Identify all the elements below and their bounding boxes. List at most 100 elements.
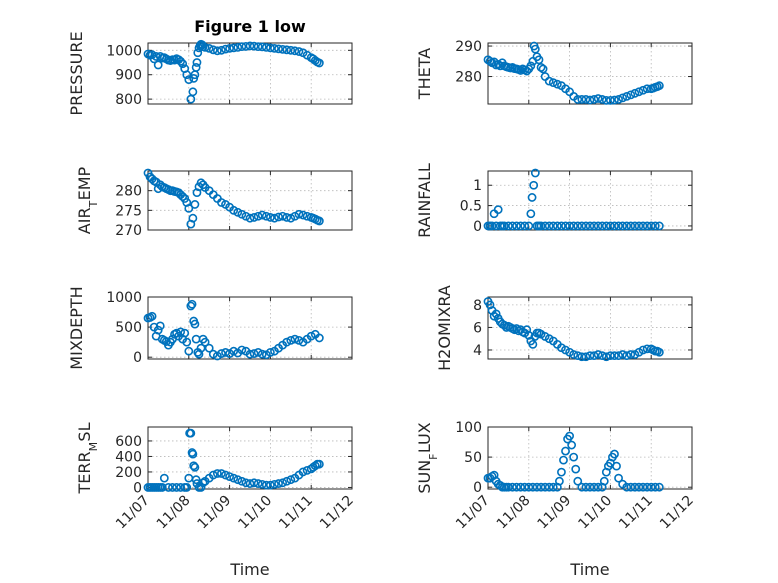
data-point: [638, 221, 648, 231]
data-point: [249, 349, 259, 358]
data-point: [589, 351, 599, 361]
data-point: [188, 213, 198, 223]
data-point: [530, 168, 540, 178]
data-point: [536, 221, 546, 231]
data-point: [650, 221, 660, 231]
data-point: [622, 221, 632, 231]
data-point: [294, 209, 304, 219]
data-point: [569, 350, 579, 359]
data-point: [221, 470, 230, 480]
data-point: [528, 339, 538, 349]
data-point: [200, 42, 210, 52]
y-tick-label: 500: [115, 320, 142, 336]
data-point: [153, 60, 163, 70]
data-point: [540, 221, 550, 231]
data-point: [529, 180, 539, 190]
data-point: [654, 347, 664, 357]
data-point: [182, 483, 192, 492]
data-point: [168, 483, 177, 492]
data-point: [157, 483, 167, 492]
data-point: [249, 41, 259, 51]
data-point: [196, 343, 206, 353]
data-point: [278, 44, 288, 54]
data-point: [270, 43, 279, 53]
data-point: [589, 95, 599, 104]
data-point: [569, 452, 579, 462]
data-point: [565, 221, 574, 231]
subplot-h2omixra: 4 6 8 H2OMIXRA: [435, 285, 693, 371]
data-point: [618, 93, 628, 103]
data-point: [638, 85, 648, 95]
data-point: [526, 209, 536, 219]
y-axis-label: MIXDEPTH: [67, 286, 86, 369]
data-point: [654, 482, 664, 492]
y-axis-label: TERRM SL: [75, 422, 100, 494]
data-point: [278, 211, 288, 221]
data-point: [278, 478, 288, 488]
data-point: [573, 221, 583, 231]
data-point: [650, 482, 660, 492]
data-point: [265, 213, 275, 222]
data-point: [274, 212, 283, 222]
data-point: [184, 203, 194, 213]
data-point: [270, 479, 279, 489]
data-point: [606, 351, 615, 361]
y-tick-label: 290: [455, 39, 482, 55]
data-point: [618, 221, 628, 231]
data-point: [544, 482, 554, 492]
data-point: [182, 337, 192, 347]
data-point: [548, 482, 558, 492]
data-point: [192, 58, 202, 67]
data-point: [601, 352, 611, 362]
data-point: [241, 42, 251, 51]
data-point: [245, 213, 255, 223]
data-point: [176, 56, 186, 66]
data-point: [606, 221, 615, 231]
y-tick-label: 600: [115, 434, 142, 450]
y-tick-label: 280: [455, 70, 482, 86]
data-point: [593, 221, 603, 231]
data-point: [610, 95, 619, 105]
data-point: [233, 475, 243, 485]
data-point: [565, 431, 574, 441]
y-tick-label: 0: [473, 219, 482, 235]
data-point: [245, 479, 255, 488]
data-point: [610, 221, 619, 231]
data-point: [618, 350, 628, 359]
data-point: [153, 325, 163, 335]
data-point: [491, 309, 501, 319]
data-point: [286, 475, 296, 485]
data-point: [577, 221, 587, 231]
data-point: [548, 78, 558, 88]
data-point: [282, 476, 292, 486]
data-point: [642, 482, 652, 492]
data-point: [508, 221, 517, 231]
data-point: [593, 94, 603, 103]
data-point: [614, 95, 623, 104]
plot-area: [487, 426, 693, 490]
data-point: [314, 216, 324, 226]
data-point: [178, 192, 188, 201]
data-point: [208, 470, 218, 480]
data-point: [188, 449, 198, 459]
data-point: [265, 347, 275, 357]
y-axis-label: H2OMIXRA: [435, 285, 454, 371]
data-point: [294, 47, 304, 56]
data-point: [217, 349, 226, 358]
data-point: [155, 321, 165, 331]
data-point: [552, 221, 562, 231]
y-axis-label: THETA: [415, 48, 434, 100]
data-point: [524, 221, 534, 231]
data-point: [253, 211, 263, 221]
data-point: [642, 84, 652, 94]
data-point: [493, 205, 503, 215]
data-point: [147, 311, 157, 321]
data-point: [221, 44, 230, 54]
data-point: [282, 45, 292, 55]
y-axis-label-tail: LUX: [415, 422, 434, 453]
data-point: [630, 482, 640, 492]
y-axis-label-subscript: T: [87, 200, 100, 208]
data-point: [221, 347, 230, 357]
y-tick-label: 50: [464, 450, 482, 466]
